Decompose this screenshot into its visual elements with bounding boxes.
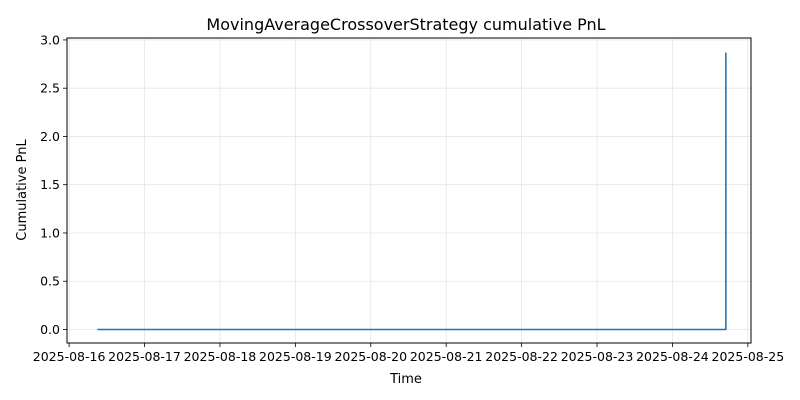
pnl-series-line	[97, 52, 727, 331]
x-tick-label: 2025-08-25	[712, 349, 785, 364]
chart-title: MovingAverageCrossoverStrategy cumulativ…	[206, 15, 605, 34]
x-tick-label: 2025-08-24	[636, 349, 709, 364]
x-tick-label: 2025-08-23	[561, 349, 634, 364]
y-tick-label: 2.0	[40, 129, 60, 144]
x-axis-label: Time	[389, 372, 422, 387]
y-tick-label: 3.0	[40, 32, 60, 47]
y-tick-label: 1.0	[40, 225, 60, 240]
y-tick-label: 0.5	[40, 274, 60, 289]
plot-frame	[66, 37, 752, 344]
y-tick-label: 0.0	[40, 322, 60, 337]
x-tick-label: 2025-08-19	[259, 349, 332, 364]
x-tick-label: 2025-08-16	[33, 349, 106, 364]
x-tick-label: 2025-08-22	[485, 349, 558, 364]
y-tick-label: 1.5	[40, 177, 60, 192]
plot-lines	[97, 52, 727, 331]
x-tick-label: 2025-08-18	[184, 349, 257, 364]
y-axis-label: Cumulative PnL	[15, 139, 30, 241]
x-tick-label: 2025-08-20	[334, 349, 407, 364]
x-tick-label: 2025-08-21	[410, 349, 483, 364]
y-tick-label: 2.5	[40, 81, 60, 96]
x-tick-label: 2025-08-17	[108, 349, 181, 364]
axis-ticks: 2025-08-16 2025-08-17 2025-08-18 2025-08-19…	[33, 32, 784, 364]
